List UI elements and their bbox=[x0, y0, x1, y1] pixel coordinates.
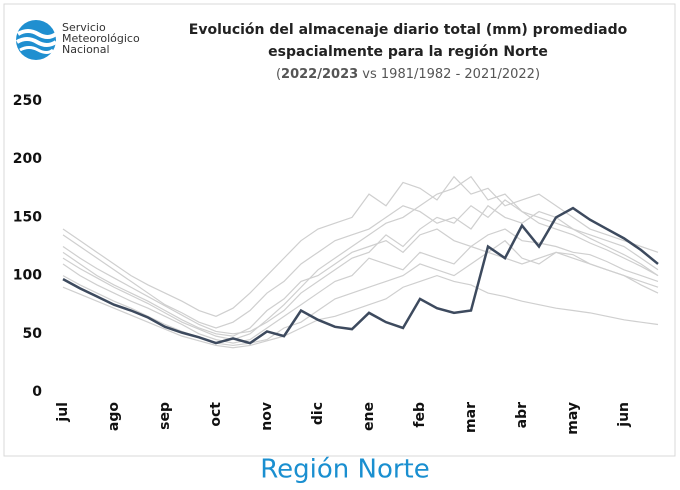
logo-text: Servicio bbox=[62, 21, 106, 34]
y-tick-label: 250 bbox=[13, 93, 42, 109]
x-tick-label: may bbox=[565, 402, 581, 435]
logo-text: Nacional bbox=[62, 43, 110, 56]
series-line bbox=[62, 228, 659, 337]
chart-subtitle: (2022/2023 vs 1981/1982 - 2021/2022) bbox=[276, 67, 540, 82]
y-tick-label: 200 bbox=[13, 151, 42, 167]
series-line bbox=[62, 175, 659, 317]
series-line bbox=[62, 251, 659, 347]
x-tick-label: dic bbox=[310, 402, 326, 425]
subtitle-part: vs 1981/1982 - 2021/2022) bbox=[358, 67, 540, 82]
chart-title: Evolución del almacenaje diario total (m… bbox=[189, 22, 628, 38]
subtitle-part: ( bbox=[276, 67, 281, 82]
x-tick-label: sep bbox=[157, 402, 173, 430]
series-line bbox=[62, 274, 659, 349]
y-tick-label: 150 bbox=[13, 209, 42, 225]
series-line bbox=[62, 175, 659, 341]
subtitle-part: 2022/2023 bbox=[281, 67, 358, 82]
x-tick-label: nov bbox=[259, 402, 275, 431]
footer-title: Región Norte bbox=[260, 455, 430, 485]
x-tick-label: ene bbox=[361, 402, 377, 431]
chart-title: espacialmente para la región Norte bbox=[268, 44, 548, 60]
series-line bbox=[62, 206, 659, 345]
x-tick-label: abr bbox=[514, 402, 530, 428]
x-tick-label: oct bbox=[208, 402, 224, 427]
series-line bbox=[62, 204, 659, 329]
y-tick-label: 100 bbox=[13, 268, 42, 284]
y-tick-label: 0 bbox=[32, 384, 42, 400]
chart-frame bbox=[3, 3, 676, 457]
x-tick-label: jul bbox=[55, 402, 71, 423]
x-tick-label: jun bbox=[616, 402, 632, 428]
logo: Servicio Meteorológico Nacional bbox=[15, 20, 140, 60]
logo-text: Meteorológico bbox=[62, 32, 140, 45]
y-tick-label: 50 bbox=[23, 326, 43, 342]
x-tick-label: mar bbox=[463, 402, 479, 433]
x-tick-label: feb bbox=[412, 402, 428, 428]
x-tick-label: ago bbox=[106, 402, 122, 431]
series-line bbox=[62, 199, 659, 335]
